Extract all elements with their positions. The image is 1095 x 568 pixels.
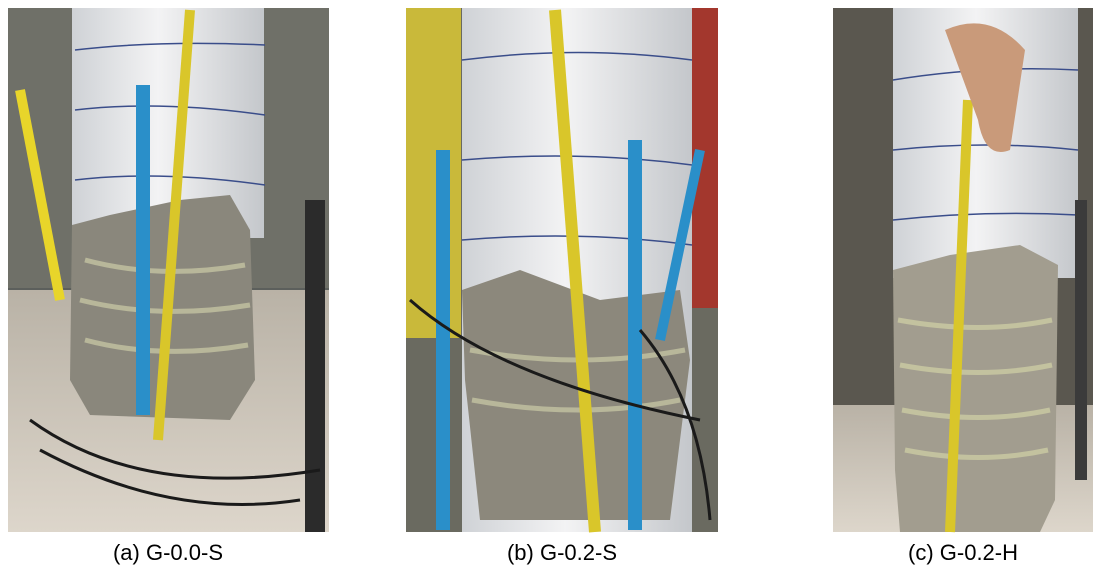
figure: (a) G-0.0-S (b) G-0.2-S (c) G-0.2-H	[0, 0, 1095, 568]
photo-b	[406, 8, 718, 532]
caption: (a) G-0.0-S	[113, 540, 223, 565]
caption: (c) G-0.2-H	[908, 540, 1018, 565]
photo-a	[8, 8, 329, 532]
caption: (b) G-0.2-S	[507, 540, 617, 565]
photo-c	[833, 8, 1093, 532]
